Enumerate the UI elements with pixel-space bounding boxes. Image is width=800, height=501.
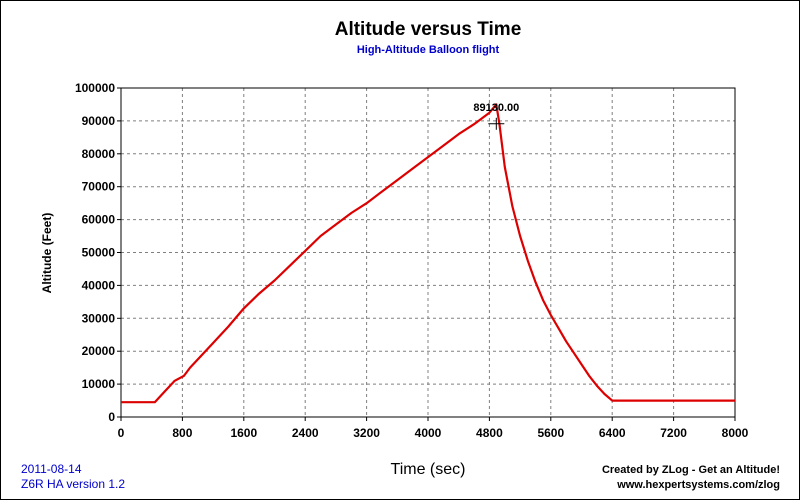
website-url: www.hexpertsystems.com/zlog (616, 479, 780, 491)
altitude-series-line (121, 103, 735, 404)
y-tick-label: 40000 (82, 278, 116, 292)
y-tick-label: 20000 (82, 344, 116, 358)
y-tick-label: 100000 (75, 81, 115, 95)
x-tick-label: 5600 (537, 426, 564, 440)
y-tick-label: 90000 (82, 114, 116, 128)
y-tick-label: 0 (108, 410, 115, 424)
x-tick-label: 4000 (415, 426, 442, 440)
grid (121, 88, 735, 417)
x-tick-label: 3200 (353, 426, 380, 440)
chart-title: Altitude versus Time (335, 19, 522, 40)
x-tick-label: 6400 (599, 426, 626, 440)
y-tick-label: 10000 (82, 377, 116, 391)
x-tick-label: 7200 (660, 426, 687, 440)
x-tick-label: 0 (118, 426, 125, 440)
x-axis-label: Time (sec) (391, 461, 466, 478)
y-tick-label: 50000 (82, 246, 116, 260)
x-tick-label: 8000 (722, 426, 749, 440)
y-axis-label: Altitude (Feet) (40, 213, 54, 294)
y-tick-label: 80000 (82, 147, 116, 161)
y-tick-label: 30000 (82, 311, 116, 325)
chart-subtitle: High-Altitude Balloon flight (357, 44, 500, 56)
y-tick-label: 70000 (82, 180, 116, 194)
flight-date: 2011-08-14 (21, 462, 82, 476)
y-axis-ticks: 0 10000 20000 30000 40000 50000 60000 70000 8000… (75, 81, 121, 424)
x-tick-label: 1600 (230, 426, 257, 440)
x-tick-label: 2400 (292, 426, 319, 440)
firmware-version: Z6R HA version 1.2 (21, 477, 125, 491)
x-tick-label: 800 (172, 426, 192, 440)
x-tick-label: 4800 (476, 426, 503, 440)
peak-annotation: 89130.00 (473, 102, 519, 130)
credit-text: Created by ZLog - Get an Altitude! (602, 464, 780, 476)
x-axis-ticks: 0 800 1600 2400 3200 4000 4800 5600 6400 7200 8000 (118, 417, 749, 440)
peak-value-label: 89130.00 (473, 102, 519, 114)
y-tick-label: 60000 (82, 213, 116, 227)
